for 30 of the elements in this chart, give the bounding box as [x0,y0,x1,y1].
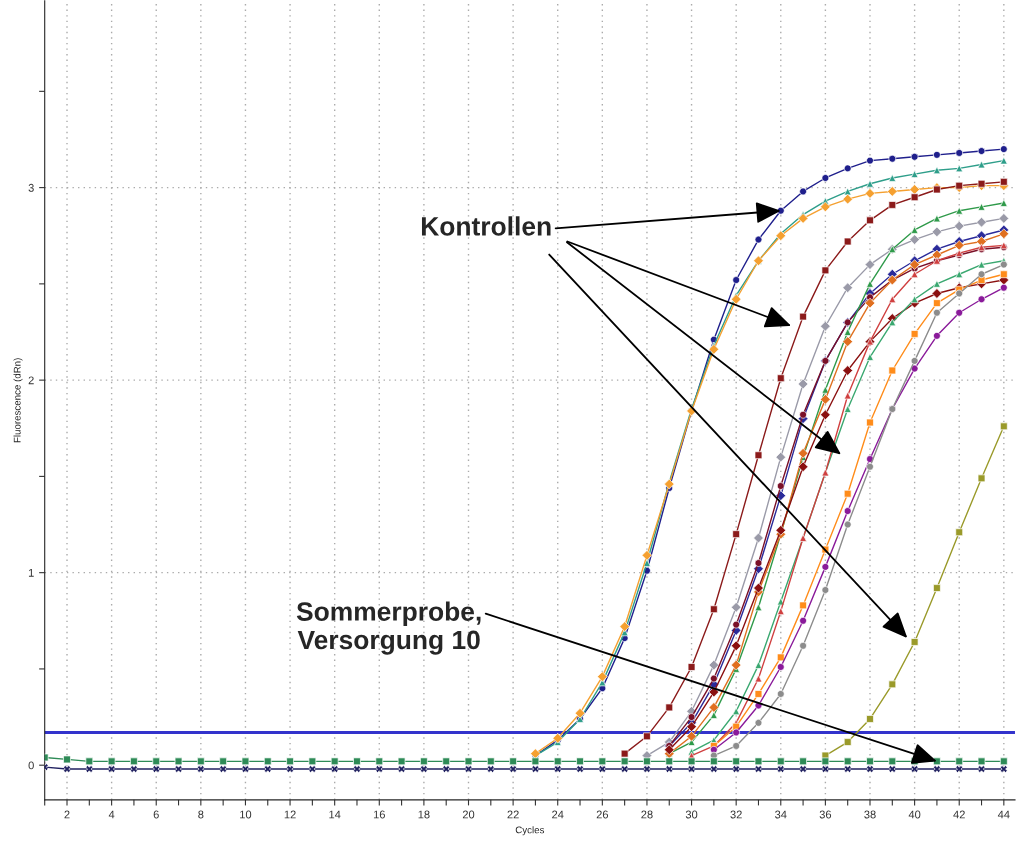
x-tick-label: 40 [908,810,921,819]
x-tick-label: 28 [641,810,653,819]
x-tick-label: 42 [953,810,965,819]
x-tick-label: 22 [507,810,519,819]
x-tick-label: 8 [198,810,204,819]
x-tick-label: 34 [775,810,787,819]
y-tick-label: 1 [28,569,34,577]
x-tick-label: 26 [596,810,609,819]
x-tick-label: 6 [153,810,159,819]
y-tick-label: 0 [28,761,34,770]
x-tick-label: 44 [997,810,1010,819]
x-tick-label: 12 [284,810,296,819]
x-tick-label: 16 [373,810,385,819]
x-tick-label: 32 [730,810,742,819]
x-tick-label: 4 [108,810,115,819]
x-tick-label: 14 [329,810,341,819]
x-tick-label: 10 [240,810,252,819]
x-tick-label: 38 [864,810,876,819]
x-tick-label: 24 [552,810,564,819]
annotation: Sommerprobe, Versorgung 10 [296,601,481,655]
x-tick-label: 20 [462,810,475,819]
y-axis-title: Fluorescence (dRn) [13,358,23,443]
x-axis-title: Cycles [515,826,545,836]
x-tick-label: 36 [819,810,832,819]
x-tick-label: 18 [418,810,430,819]
y-tick-label: 2 [28,376,34,385]
x-tick-label: 2 [64,810,70,819]
x-tick-label: 30 [685,810,698,819]
y-tick-label: 3 [28,183,34,192]
annotation: Kontrollen [421,216,551,236]
